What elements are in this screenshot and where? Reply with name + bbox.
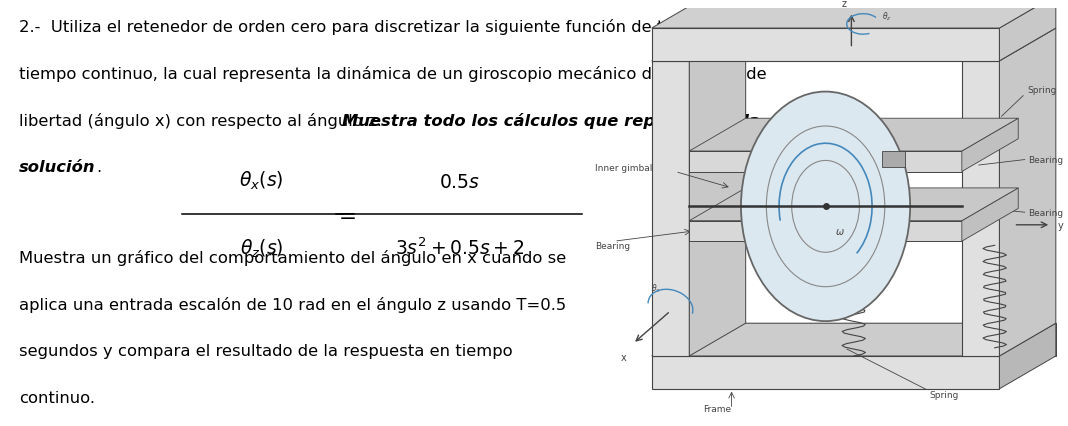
Text: libertad (ángulo x) con respecto al ángulo z.: libertad (ángulo x) con respecto al ángu… bbox=[19, 113, 388, 129]
Text: $\theta_x$: $\theta_x$ bbox=[651, 282, 661, 295]
Text: y: y bbox=[1058, 220, 1064, 230]
Text: tiempo continuo, la cual representa la dinámica de un giroscopio mecánico de un : tiempo continuo, la cual representa la d… bbox=[19, 66, 767, 82]
Polygon shape bbox=[651, 62, 689, 356]
Text: Inner gimbal: Inner gimbal bbox=[595, 164, 653, 173]
Polygon shape bbox=[651, 323, 1056, 356]
Text: .: . bbox=[96, 160, 101, 175]
Text: $0.5s$: $0.5s$ bbox=[439, 173, 480, 192]
Text: $3s^2 + 0.5s + 2$: $3s^2 + 0.5s + 2$ bbox=[395, 237, 523, 259]
Polygon shape bbox=[962, 188, 1018, 242]
Text: Bearing: Bearing bbox=[595, 241, 630, 250]
Text: z: z bbox=[842, 0, 847, 9]
Polygon shape bbox=[689, 221, 962, 242]
Text: x: x bbox=[621, 352, 626, 362]
Polygon shape bbox=[651, 0, 1056, 29]
Text: aplica una entrada escalón de 10 rad en el ángulo z usando T=0.5: aplica una entrada escalón de 10 rad en … bbox=[19, 296, 566, 312]
Text: Muestra todo los cálculos que representen la: Muestra todo los cálculos que represente… bbox=[342, 113, 759, 129]
Polygon shape bbox=[962, 62, 1000, 356]
Polygon shape bbox=[1000, 323, 1056, 389]
Text: $=$: $=$ bbox=[334, 204, 357, 224]
Text: Bearing: Bearing bbox=[1027, 155, 1063, 164]
Polygon shape bbox=[1000, 0, 1056, 62]
Text: Spring: Spring bbox=[1027, 86, 1057, 95]
Text: Muestra un gráfico del comportamiento del ángulo en x cuando se: Muestra un gráfico del comportamiento de… bbox=[19, 249, 566, 265]
Polygon shape bbox=[708, 323, 1056, 356]
Text: solución: solución bbox=[19, 160, 96, 175]
Polygon shape bbox=[689, 119, 1018, 152]
Polygon shape bbox=[651, 356, 1000, 389]
Text: $\omega$: $\omega$ bbox=[835, 226, 845, 236]
Text: $\theta_z$: $\theta_z$ bbox=[882, 11, 892, 23]
Polygon shape bbox=[689, 188, 1018, 221]
Text: segundos y compara el resultado de la respuesta en tiempo: segundos y compara el resultado de la re… bbox=[19, 343, 513, 358]
Polygon shape bbox=[962, 29, 1056, 62]
Text: Spring: Spring bbox=[929, 391, 958, 400]
Text: $\theta_x(s)$: $\theta_x(s)$ bbox=[239, 170, 284, 192]
Text: 2.-  Utiliza el retenedor de orden cero para discretizar la siguiente función de: 2.- Utiliza el retenedor de orden cero p… bbox=[19, 19, 791, 35]
Ellipse shape bbox=[741, 92, 910, 321]
Polygon shape bbox=[689, 152, 962, 172]
Polygon shape bbox=[882, 152, 906, 168]
Polygon shape bbox=[1000, 29, 1056, 356]
Polygon shape bbox=[689, 29, 745, 356]
Text: Bearing: Bearing bbox=[1027, 208, 1063, 218]
Text: $\theta_z(s)$: $\theta_z(s)$ bbox=[240, 237, 283, 259]
Text: Frame: Frame bbox=[704, 404, 732, 413]
Polygon shape bbox=[651, 29, 745, 62]
Polygon shape bbox=[962, 119, 1018, 172]
Polygon shape bbox=[651, 29, 1000, 62]
Text: continuo.: continuo. bbox=[19, 390, 95, 405]
